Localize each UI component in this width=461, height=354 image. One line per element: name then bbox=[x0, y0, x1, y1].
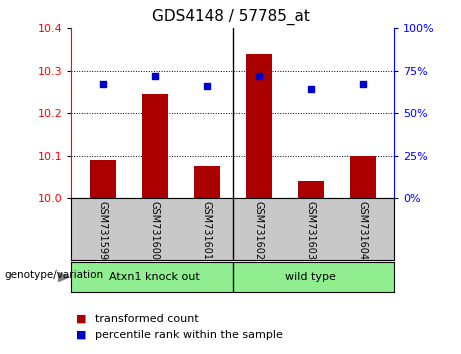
Point bbox=[99, 81, 106, 87]
Text: GSM731604: GSM731604 bbox=[358, 201, 368, 260]
Text: GSM731603: GSM731603 bbox=[306, 201, 316, 260]
Bar bbox=[298, 181, 324, 198]
Text: transformed count: transformed count bbox=[95, 314, 198, 324]
Bar bbox=[90, 160, 116, 198]
Text: ■: ■ bbox=[76, 314, 87, 324]
Bar bbox=[194, 166, 220, 198]
Bar bbox=[246, 54, 272, 198]
Text: percentile rank within the sample: percentile rank within the sample bbox=[95, 330, 283, 339]
Text: Atxn1 knock out: Atxn1 knock out bbox=[109, 272, 200, 282]
Point bbox=[255, 73, 262, 79]
Text: genotype/variation: genotype/variation bbox=[5, 270, 104, 280]
Text: GSM731602: GSM731602 bbox=[254, 201, 264, 261]
Text: GSM731600: GSM731600 bbox=[150, 201, 160, 260]
Text: wild type: wild type bbox=[285, 272, 337, 282]
Text: GDS4148 / 57785_at: GDS4148 / 57785_at bbox=[152, 9, 309, 25]
Point bbox=[203, 83, 211, 89]
Bar bbox=[350, 156, 376, 198]
Text: ■: ■ bbox=[76, 330, 87, 339]
Text: GSM731601: GSM731601 bbox=[202, 201, 212, 260]
Point bbox=[359, 81, 366, 87]
Point bbox=[151, 73, 159, 79]
Text: GSM731599: GSM731599 bbox=[98, 201, 108, 261]
Bar bbox=[142, 94, 168, 198]
Point bbox=[307, 87, 314, 92]
